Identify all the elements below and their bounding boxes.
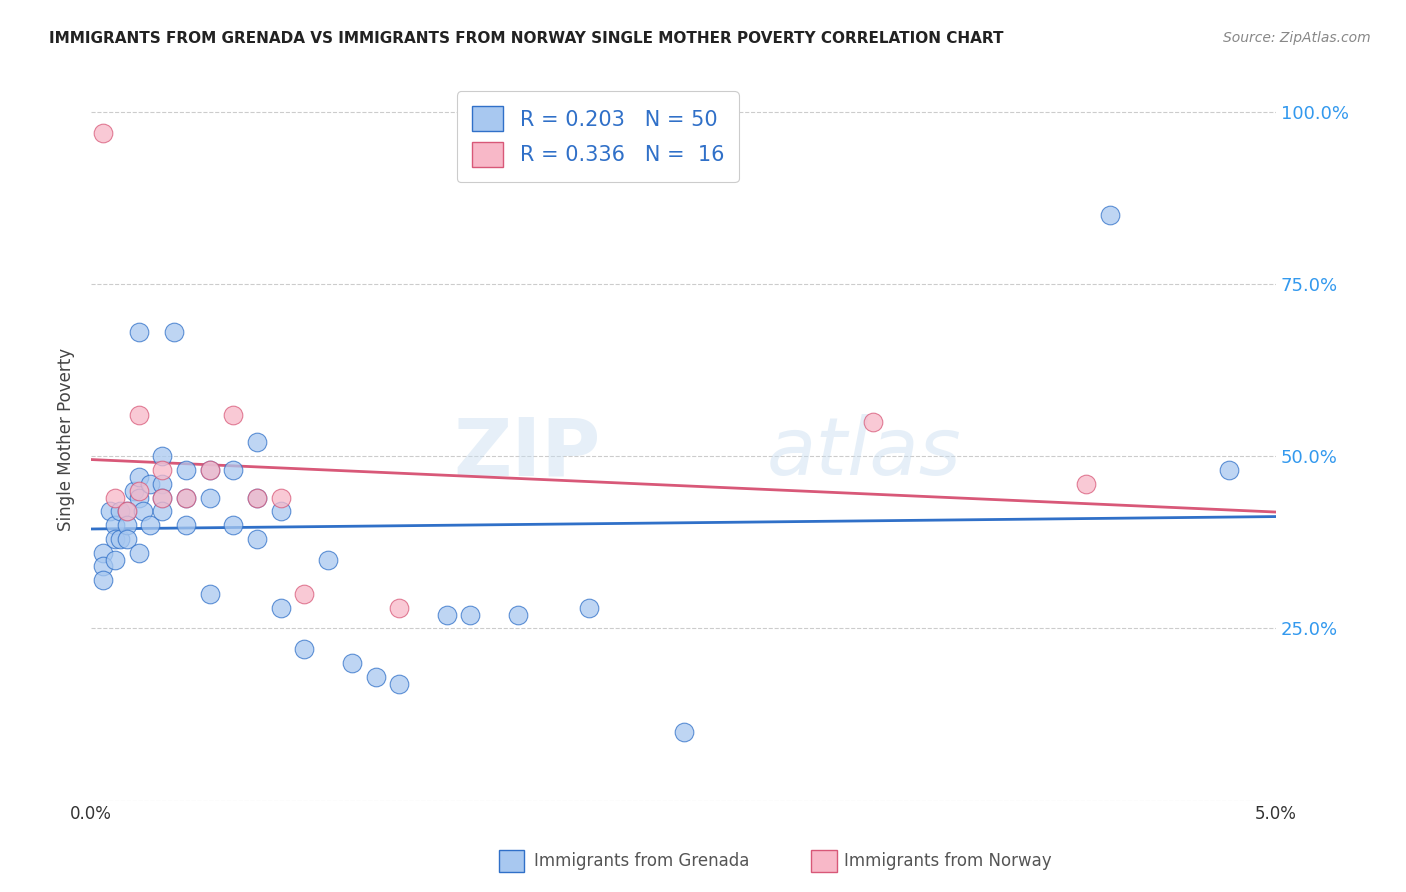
Point <box>128 546 150 560</box>
Point <box>104 552 127 566</box>
Point <box>270 600 292 615</box>
Point <box>174 463 197 477</box>
Point <box>91 573 114 587</box>
Point <box>222 518 245 533</box>
Point <box>98 504 121 518</box>
Text: ZIP: ZIP <box>453 415 600 492</box>
Point <box>128 470 150 484</box>
Text: Immigrants from Grenada: Immigrants from Grenada <box>534 852 749 870</box>
Point <box>132 504 155 518</box>
Point <box>104 491 127 505</box>
Point <box>91 126 114 140</box>
Point <box>270 491 292 505</box>
Point <box>174 491 197 505</box>
Text: IMMIGRANTS FROM GRENADA VS IMMIGRANTS FROM NORWAY SINGLE MOTHER POVERTY CORRELAT: IMMIGRANTS FROM GRENADA VS IMMIGRANTS FR… <box>49 31 1004 46</box>
Point <box>150 491 173 505</box>
Point <box>458 607 481 622</box>
Point <box>436 607 458 622</box>
Text: atlas: atlas <box>766 415 962 492</box>
Point <box>104 532 127 546</box>
Point <box>270 504 292 518</box>
Point <box>246 491 269 505</box>
Point <box>91 546 114 560</box>
Text: Source: ZipAtlas.com: Source: ZipAtlas.com <box>1223 31 1371 45</box>
Point <box>388 600 411 615</box>
Point <box>115 532 138 546</box>
Point <box>578 600 600 615</box>
Point <box>115 504 138 518</box>
Point <box>139 476 162 491</box>
Point <box>1076 476 1098 491</box>
Point <box>108 532 131 546</box>
Point <box>122 483 145 498</box>
Point <box>316 552 339 566</box>
Point <box>672 724 695 739</box>
Point <box>340 656 363 670</box>
Point <box>246 435 269 450</box>
Point <box>294 587 316 601</box>
Point <box>198 463 221 477</box>
Point <box>388 676 411 690</box>
Point <box>115 504 138 518</box>
Point <box>128 408 150 422</box>
Point <box>862 415 884 429</box>
Point <box>364 670 387 684</box>
Point <box>198 491 221 505</box>
Point <box>115 518 138 533</box>
Point <box>128 326 150 340</box>
Point <box>91 559 114 574</box>
Legend: R = 0.203   N = 50, R = 0.336   N =  16: R = 0.203 N = 50, R = 0.336 N = 16 <box>457 92 738 182</box>
Point <box>222 463 245 477</box>
Point <box>128 483 150 498</box>
Point <box>222 408 245 422</box>
Point <box>294 642 316 657</box>
Point <box>174 518 197 533</box>
Point <box>246 491 269 505</box>
Point <box>150 463 173 477</box>
Point <box>139 518 162 533</box>
Point <box>150 504 173 518</box>
Point <box>198 587 221 601</box>
Point <box>108 504 131 518</box>
Point <box>1099 208 1122 222</box>
Point <box>128 491 150 505</box>
Point <box>150 449 173 463</box>
Text: Immigrants from Norway: Immigrants from Norway <box>844 852 1052 870</box>
Point <box>150 476 173 491</box>
Point <box>506 607 529 622</box>
Point <box>163 326 186 340</box>
Y-axis label: Single Mother Poverty: Single Mother Poverty <box>58 348 75 531</box>
Point <box>198 463 221 477</box>
Point <box>1218 463 1240 477</box>
Point <box>246 532 269 546</box>
Point <box>174 491 197 505</box>
Point <box>104 518 127 533</box>
Point <box>150 491 173 505</box>
